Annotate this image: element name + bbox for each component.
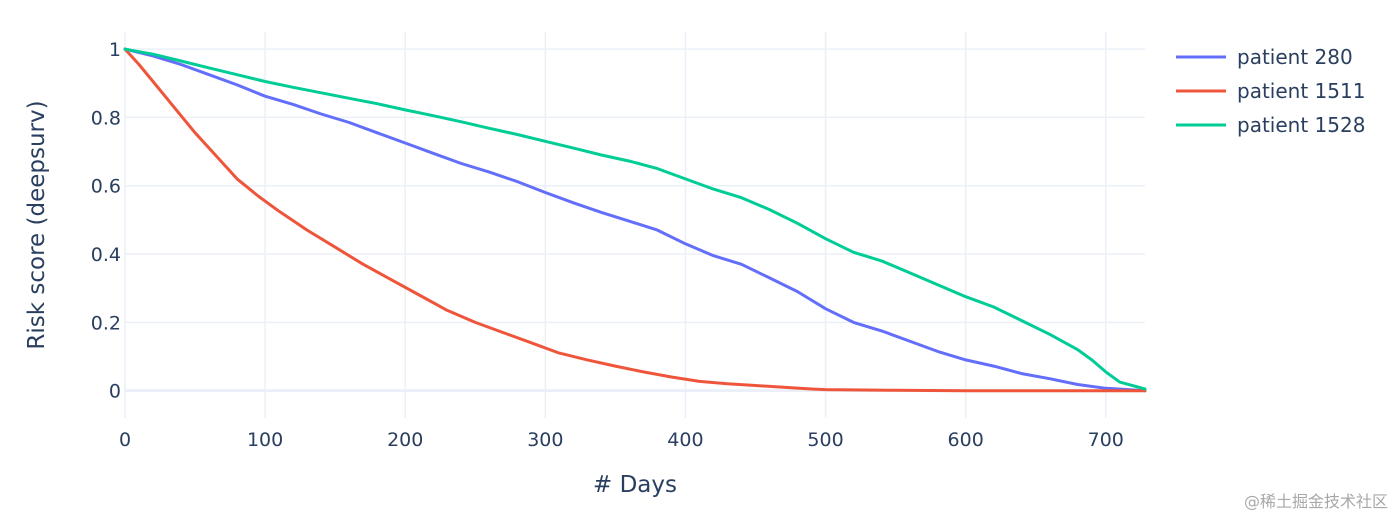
series-lines	[123, 47, 1147, 393]
legend-item[interactable]: patient 1511	[1176, 79, 1365, 103]
x-axis-title: # Days	[593, 472, 677, 498]
legend-label: patient 1528	[1237, 113, 1365, 137]
watermark: @稀土掘金技术社区	[1243, 492, 1388, 511]
y-tick-label: 0.8	[91, 107, 121, 129]
y-axis-ticks: 0 0.2 0.4 0.6 0.8 1	[91, 39, 121, 403]
x-tick-label: 600	[948, 429, 984, 451]
x-tick-label: 700	[1088, 429, 1124, 451]
y-tick-label: 0.2	[91, 312, 121, 334]
grid-lines	[124, 32, 1145, 418]
series-line-3	[123, 47, 1147, 391]
y-tick-label: 1	[109, 39, 121, 61]
x-tick-label: 500	[807, 429, 843, 451]
series-line-2	[123, 47, 1147, 393]
legend-item[interactable]: patient 1528	[1176, 113, 1365, 137]
x-tick-label: 200	[387, 429, 423, 451]
legend-label: patient 1511	[1237, 79, 1365, 103]
y-tick-label: 0.4	[91, 244, 121, 266]
y-axis-title: Risk score (deepsurv)	[24, 100, 50, 349]
series-line-1	[123, 47, 1147, 393]
y-tick-label: 0	[109, 381, 121, 403]
x-tick-label: 300	[527, 429, 563, 451]
x-tick-label: 100	[247, 429, 283, 451]
y-tick-label: 0.6	[91, 176, 121, 198]
x-tick-label: 0	[119, 429, 131, 451]
x-axis-ticks: 0 100 200 300 400 500 600 700	[119, 429, 1124, 451]
legend: patient 280 patient 1511 patient 1528	[1176, 45, 1365, 137]
x-tick-label: 400	[667, 429, 703, 451]
legend-label: patient 280	[1237, 45, 1353, 69]
legend-item[interactable]: patient 280	[1176, 45, 1353, 69]
